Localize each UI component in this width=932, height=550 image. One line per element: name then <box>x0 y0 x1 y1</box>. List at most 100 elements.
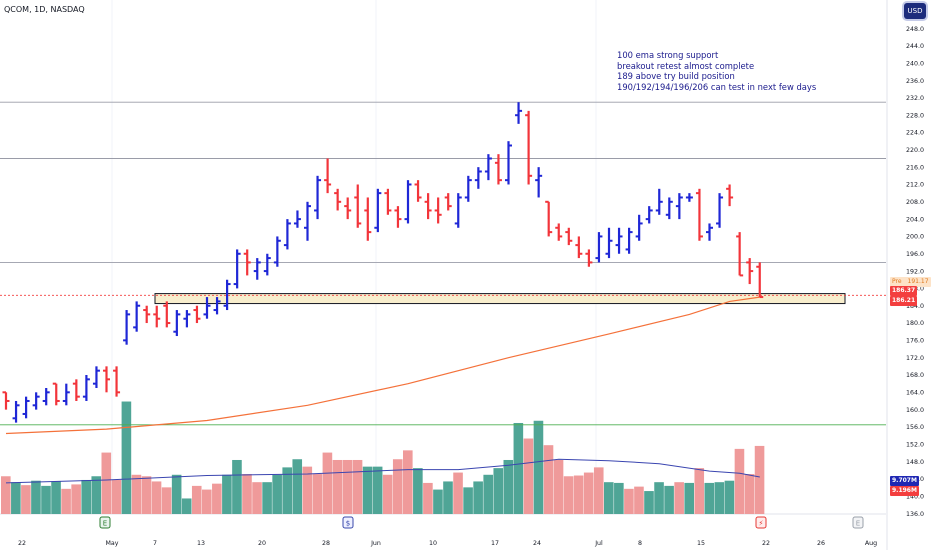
ohlc-bar <box>494 154 502 185</box>
ohlc-bar <box>364 197 372 241</box>
upcoming-earnings-icon[interactable]: E <box>852 516 864 529</box>
y-tick-label: 180.0 <box>906 320 924 327</box>
support-zone[interactable] <box>154 293 846 305</box>
ohlc-bar <box>344 197 352 220</box>
ohlc-bar <box>736 232 744 277</box>
volume-avg-tag: 9.196M <box>890 486 919 496</box>
upcoming-earnings-icon-frame <box>852 516 864 529</box>
last-price-tag: 186.37 <box>890 286 918 296</box>
volume-bar <box>352 459 363 514</box>
volume-bar <box>503 459 514 514</box>
x-tick-label: 7 <box>153 540 157 547</box>
horizontal-levels <box>0 101 886 426</box>
y-tick-label: 160.0 <box>906 407 924 414</box>
dividend-icon[interactable]: $ <box>342 516 354 529</box>
ohlc-bar <box>52 382 60 406</box>
split-icon[interactable]: ⚡ <box>755 516 767 529</box>
ohlc-bar <box>394 206 402 228</box>
ohlc-bar <box>133 301 141 332</box>
ohlc-bar <box>113 366 121 397</box>
y-tick-label: 152.0 <box>906 441 924 448</box>
ohlc-bar <box>123 310 131 345</box>
volume-bar <box>483 474 493 514</box>
x-tick-label: 20 <box>258 540 266 547</box>
volume-bar <box>664 485 674 514</box>
ohlc-bar <box>444 193 452 211</box>
volume-bar <box>714 482 725 514</box>
ohlc-bar <box>484 154 492 181</box>
volume-bar <box>242 474 252 514</box>
ohlc-bar <box>535 167 543 198</box>
ohlc-bar <box>414 180 422 202</box>
volume-bar <box>282 467 292 514</box>
ohlc-bar <box>183 310 191 328</box>
x-tick-label: May <box>105 540 118 547</box>
x-tick-label: 24 <box>533 540 541 547</box>
ohlc-bar <box>293 210 301 228</box>
ohlc-bar <box>233 249 241 289</box>
currency-button[interactable]: USD <box>904 3 926 19</box>
ohlc-bar <box>62 383 70 406</box>
volume-bar <box>583 472 594 514</box>
volume-bar <box>332 459 343 514</box>
volume-bar <box>392 459 403 514</box>
volume-bar <box>212 483 222 514</box>
ohlc-bar <box>42 387 50 406</box>
split-icon-frame <box>755 516 767 529</box>
volume-bar <box>202 489 212 514</box>
volume-bar <box>734 448 745 514</box>
volume-bar <box>131 474 142 514</box>
ohlc-bar <box>515 102 523 124</box>
volume-bar <box>644 491 654 514</box>
ohlc-bar <box>82 375 90 401</box>
volume-bar <box>141 476 152 514</box>
dividend-icon-frame <box>342 516 354 529</box>
annotation-line: 100 ema strong support <box>617 50 719 60</box>
volume-bar <box>382 474 393 514</box>
y-tick-label: 176.0 <box>906 338 924 345</box>
ohlc-bar <box>273 236 281 267</box>
earnings-icon[interactable]: E <box>99 516 111 529</box>
ohlc-bar <box>555 223 563 241</box>
volume-bar <box>533 420 544 514</box>
ohlc-bar <box>314 175 322 220</box>
x-tick-label: 17 <box>491 540 499 547</box>
volume-bar <box>21 485 31 514</box>
ohlc-bar <box>283 219 291 250</box>
annotation-line: 190/192/194/196/206 can test in next few… <box>617 81 817 92</box>
volume-bar <box>543 445 554 514</box>
ohlc-bar <box>615 227 623 254</box>
volume-bar <box>342 459 353 514</box>
ohlc-bar <box>103 366 110 393</box>
volume-bar <box>453 472 463 514</box>
volume-bar <box>433 489 443 514</box>
y-tick-label: 148.0 <box>906 459 924 466</box>
ohlc-bar <box>695 188 703 241</box>
y-tick-label: 220.0 <box>906 147 924 154</box>
volume-bar <box>51 481 61 514</box>
volume-bar <box>191 485 202 514</box>
volume-bar <box>372 466 383 514</box>
volume-bar <box>694 468 705 514</box>
volume-bar <box>614 482 624 514</box>
chart-annotation[interactable]: 100 ema strong support breakout retest al… <box>617 50 816 92</box>
ohlc-bar <box>655 188 663 215</box>
pre-market-tag: Pre 191.17 <box>890 277 931 287</box>
y-tick-label: 224.0 <box>906 130 924 137</box>
volume-bar <box>121 401 132 514</box>
ohlc-bar <box>334 188 342 211</box>
volume-ma-line <box>5 458 760 484</box>
volume-bar <box>563 476 574 514</box>
ohlc-bar <box>454 193 462 228</box>
y-tick-label: 136.0 <box>906 511 924 518</box>
volume-bar <box>161 487 172 514</box>
x-tick-label: 22 <box>18 540 26 547</box>
x-tick-label: 26 <box>817 540 825 547</box>
volume-bar <box>654 482 664 514</box>
ohlc-bar <box>706 223 713 241</box>
y-tick-label: 172.0 <box>906 355 924 362</box>
ohlc-bar <box>163 301 171 328</box>
volume-bar <box>111 479 122 514</box>
ema-100-line <box>5 296 760 435</box>
